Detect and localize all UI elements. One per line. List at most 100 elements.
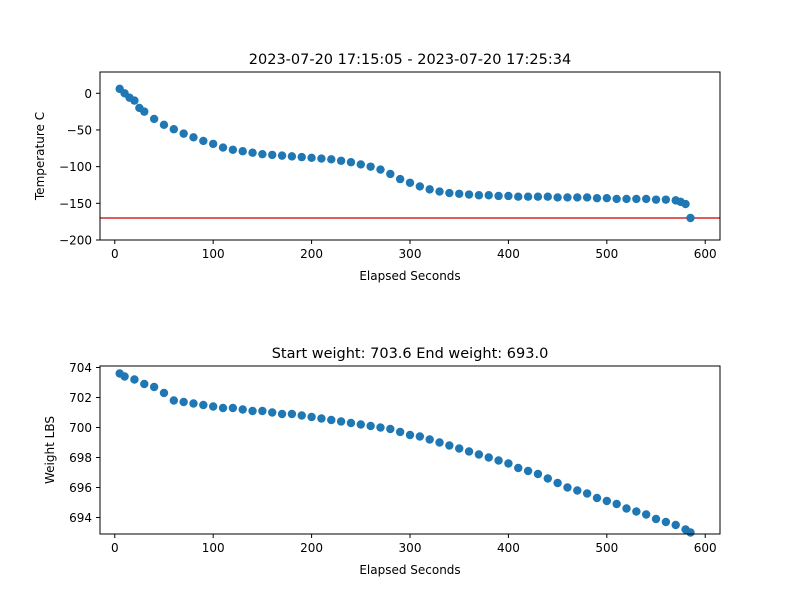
weight-data-point [218, 403, 228, 413]
weight-data-point [563, 483, 572, 492]
weight-data-point [641, 510, 651, 519]
weight-data-point [651, 514, 661, 524]
temperature-data-point [376, 165, 385, 174]
temperature-data-point [494, 191, 503, 201]
weight-data-point [376, 423, 385, 432]
temperature-data-point [169, 125, 179, 134]
temperature-data-point [612, 194, 621, 204]
weight-chart-title: Start weight: 703.6 End weight: 693.0 [272, 346, 549, 362]
temperature-y-ticks: 0 −50 −100 −150 −200 [59, 87, 100, 248]
weight-x-tick-label: 500 [595, 541, 618, 555]
weight-data-point [287, 409, 297, 419]
weight-data-point [622, 504, 631, 513]
temperature-x-tick-label: 100 [202, 247, 225, 261]
temperature-data-point [395, 174, 405, 184]
weight-x-tick-label: 100 [202, 541, 225, 555]
weight-data-point [455, 444, 464, 453]
weight-data-point [592, 493, 602, 503]
temperature-y-tick-label: −200 [59, 234, 92, 248]
temperature-data-point [632, 194, 641, 204]
temperature-data-point [346, 158, 356, 167]
temperature-data-point [189, 133, 198, 142]
temperature-data-point [641, 194, 651, 204]
weight-y-tick-label: 694 [69, 511, 92, 525]
temperature-data-point [435, 187, 444, 196]
temperature-data-point [484, 191, 493, 200]
weight-data-point [356, 420, 365, 429]
weight-data-point [268, 408, 277, 417]
weight-data-point [140, 379, 149, 389]
weight-data-point [405, 430, 415, 440]
weight-data-point [543, 474, 552, 483]
temperature-data-point [386, 169, 395, 179]
weight-data-point [179, 397, 188, 407]
temperature-data-point [208, 139, 218, 149]
temperature-y-tick-label: −100 [59, 160, 92, 174]
temperature-x-tick-label: 300 [399, 247, 422, 261]
temperature-data-point [514, 192, 523, 201]
weight-data-point [686, 528, 695, 537]
weight-data-point [258, 406, 267, 416]
weight-data-point [238, 405, 247, 414]
temperature-y-tick-label: −150 [59, 197, 92, 211]
weight-data-point [494, 456, 503, 465]
temperature-data-point [553, 193, 562, 202]
weight-data-point [474, 450, 484, 459]
temperature-data-point [543, 192, 552, 201]
temperature-x-tick-label: 500 [595, 247, 618, 261]
temperature-data-point [592, 193, 602, 203]
temperature-x-tick-label: 400 [497, 247, 520, 261]
weight-data-point [435, 438, 444, 447]
weight-x-tick-label: 600 [694, 541, 717, 555]
weight-data-point [573, 486, 582, 495]
weight-x-tick-label: 400 [497, 541, 520, 555]
weight-series [115, 369, 695, 537]
weight-data-point [366, 421, 375, 431]
weight-data-point [130, 375, 139, 384]
temperature-data-point [415, 182, 425, 191]
weight-data-point [149, 382, 159, 392]
temperature-x-ticks: 0 100 200 300 400 500 600 [111, 240, 717, 261]
temperature-data-point [686, 213, 695, 223]
weight-data-point [464, 447, 474, 456]
temperature-data-point [179, 129, 188, 138]
weight-data-point [159, 388, 169, 398]
weight-data-point [612, 499, 621, 509]
temperature-data-point [140, 107, 149, 116]
weight-data-point [632, 507, 641, 516]
temperature-data-point [199, 136, 208, 146]
temperature-y-tick-label: −50 [67, 123, 92, 137]
weight-data-point [553, 478, 562, 488]
weight-y-ticks: 694 696 698 700 702 704 [69, 361, 100, 525]
temperature-data-point [228, 145, 238, 154]
weight-data-point [228, 403, 238, 413]
temperature-data-point [523, 192, 533, 201]
weight-data-point [415, 432, 425, 441]
weight-data-point [484, 453, 493, 462]
temperature-data-point [651, 195, 661, 204]
weight-y-tick-label: 698 [69, 451, 92, 465]
temperature-data-point [366, 162, 375, 171]
weight-x-tick-label: 0 [111, 541, 119, 555]
temperature-data-point [307, 153, 316, 163]
weight-data-point [445, 441, 454, 450]
temperature-y-tick-label: 0 [84, 87, 92, 101]
weight-x-tick-label: 300 [399, 541, 422, 555]
weight-data-point [602, 496, 612, 506]
temperature-data-point [336, 156, 346, 165]
weight-data-point [336, 417, 346, 426]
temperature-data-point [218, 143, 228, 152]
temperature-x-tick-label: 0 [111, 247, 119, 261]
temperature-data-point [149, 114, 159, 124]
weight-data-point [208, 402, 218, 411]
temperature-data-point [159, 120, 169, 130]
temperature-x-tick-label: 200 [300, 247, 323, 261]
temperature-data-point [356, 160, 365, 169]
temperature-data-point [661, 195, 671, 204]
temperature-data-point [277, 151, 287, 160]
temperature-data-point [248, 148, 257, 157]
weight-y-tick-label: 704 [69, 361, 92, 375]
weight-data-point [277, 409, 287, 419]
weight-data-point [297, 411, 306, 420]
weight-x-tick-label: 200 [300, 541, 323, 555]
